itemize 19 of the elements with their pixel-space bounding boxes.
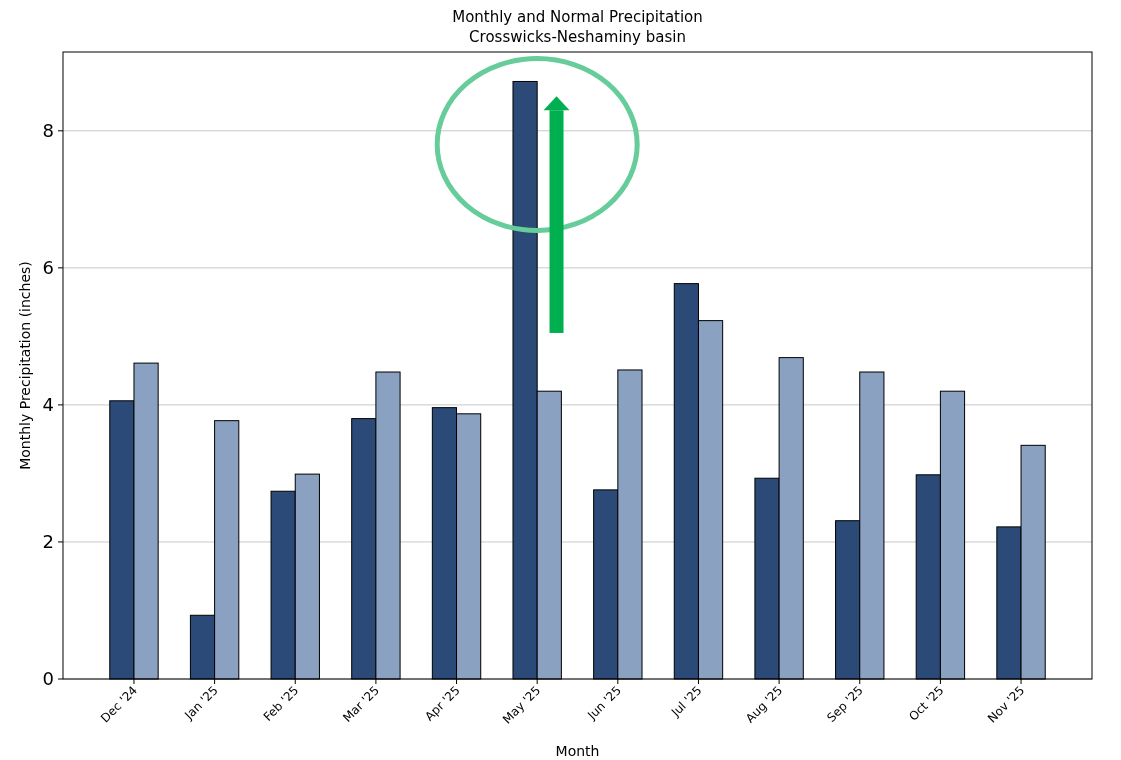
y-axis-title: Monthly Precipitation (inches) bbox=[17, 261, 33, 470]
y-tick-label: 6 bbox=[42, 257, 54, 279]
x-tick-label: Apr '25 bbox=[422, 683, 463, 724]
x-tick-label: Sep '25 bbox=[824, 683, 866, 725]
y-tick-label: 2 bbox=[42, 531, 54, 553]
x-axis-title: Month bbox=[555, 743, 600, 759]
x-tick-label: Jul '25 bbox=[667, 683, 705, 720]
x-tick-label: Aug '25 bbox=[742, 683, 786, 726]
x-tick-label: Jan '25 bbox=[181, 683, 221, 723]
y-tick-label: 0 bbox=[42, 668, 54, 690]
x-tick-label: Feb '25 bbox=[260, 683, 302, 724]
y-tick-label: 8 bbox=[42, 120, 54, 142]
x-tick-label: Dec '24 bbox=[97, 683, 141, 726]
x-tick-label: Jun '25 bbox=[584, 683, 624, 723]
y-tick-label: 4 bbox=[42, 394, 54, 416]
x-tick-label: Oct '25 bbox=[906, 683, 947, 724]
chart-subtitle: Crosswicks-Neshaminy basin bbox=[469, 28, 686, 46]
chart-title: Monthly and Normal Precipitation bbox=[452, 8, 703, 26]
x-tick-label: Mar '25 bbox=[340, 683, 383, 725]
